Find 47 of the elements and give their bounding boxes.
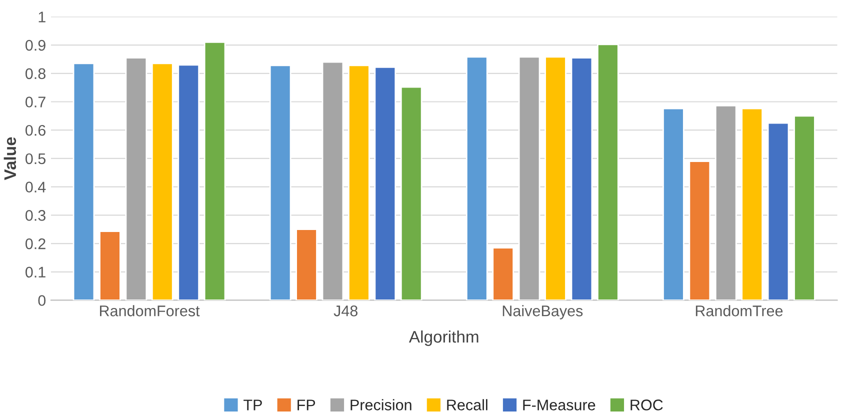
bar	[492, 247, 514, 300]
y-tick-label: 0.2	[26, 238, 46, 250]
y-tick-label: 1	[38, 12, 46, 22]
legend-label: Recall	[447, 399, 488, 410]
y-tick-label: 0.7	[26, 96, 46, 108]
bar	[151, 62, 174, 300]
y-tick-label: 0	[38, 295, 46, 306]
bar	[597, 44, 619, 300]
bar	[544, 56, 566, 300]
bar	[99, 230, 121, 300]
y-tick-label: 0.5	[26, 153, 46, 164]
y-tick-label: 0.3	[26, 210, 46, 221]
x-tick-label: J48	[334, 306, 358, 316]
legend-label: Precision	[350, 399, 412, 410]
x-tick-label: RandomForest	[100, 305, 200, 316]
bar	[269, 64, 292, 300]
y-tick-label: 0.9	[26, 40, 46, 51]
bar	[322, 61, 344, 300]
y-tick-label: 0.1	[26, 266, 46, 278]
bar	[741, 108, 763, 300]
legend-label: F-Measure	[523, 400, 596, 410]
y-tick-label: 0.6	[26, 124, 46, 136]
bar	[688, 160, 711, 300]
bar	[400, 86, 422, 300]
x-axis-title: Algorithm	[408, 330, 478, 346]
bar	[518, 56, 540, 300]
bar	[204, 42, 226, 300]
bar	[794, 115, 816, 300]
bar	[767, 122, 790, 300]
y-tick-label: 0.8	[26, 68, 46, 80]
legend-label: ROC	[630, 400, 663, 410]
bar	[72, 62, 95, 300]
x-tick-label: RandomTree	[696, 305, 783, 316]
bar	[296, 228, 318, 300]
bar	[348, 64, 370, 300]
legend-label: FP	[298, 400, 316, 410]
bar	[570, 57, 593, 300]
bar	[178, 64, 200, 300]
bar	[466, 56, 488, 300]
bar	[662, 108, 684, 300]
bar	[374, 66, 396, 300]
y-axis-title: Value	[4, 137, 16, 180]
y-tick-label: 0.4	[26, 182, 46, 192]
x-tick-label: NaiveBayes	[502, 305, 583, 320]
legend-label: TP	[244, 400, 262, 410]
bar	[125, 57, 148, 300]
bar	[714, 105, 737, 300]
